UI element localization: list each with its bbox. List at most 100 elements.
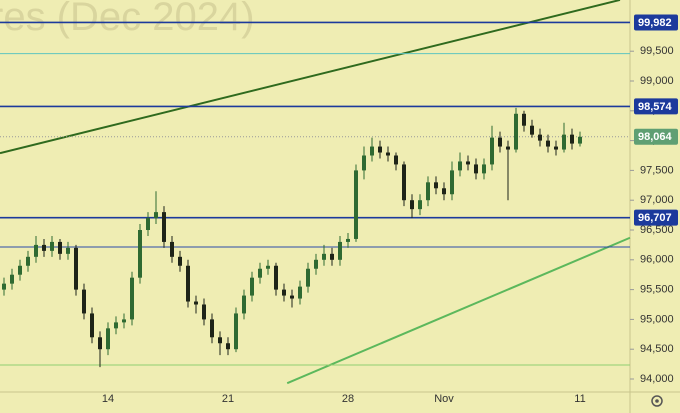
candle-body [274, 265, 278, 290]
candle-body [410, 200, 414, 210]
y-tick-label: 97,500 [640, 164, 674, 176]
candle-body [442, 188, 446, 195]
candle-body [162, 212, 166, 242]
candle-body [34, 244, 38, 257]
x-tick-label: 11 [574, 393, 585, 405]
x-tick-label: Nov [434, 393, 454, 405]
candle-body [194, 301, 198, 305]
candle-body [242, 295, 246, 314]
candle-body [562, 134, 566, 150]
candle-body [202, 304, 206, 320]
candle-body [290, 295, 294, 299]
candle-body [386, 152, 390, 156]
candle-body [402, 164, 406, 201]
y-tick-label: 94,000 [640, 373, 674, 385]
candle-body [434, 182, 438, 189]
candle-body [362, 155, 366, 171]
candle-body [506, 146, 510, 150]
candle-body [418, 200, 422, 210]
level-label: 98,064 [638, 131, 673, 143]
candle-body [138, 230, 142, 278]
candle-body [2, 283, 6, 290]
candle-body [50, 241, 54, 251]
candle-body [314, 259, 318, 269]
candle-body [458, 161, 462, 171]
x-tick-label: 28 [342, 393, 354, 405]
candle-body [106, 328, 110, 350]
candle-body [178, 256, 182, 266]
watermark: res (Dec 2024) [0, 0, 255, 39]
candle-body [570, 134, 574, 144]
candle-body [18, 265, 22, 275]
candle-body [258, 268, 262, 278]
level-label-box [634, 128, 678, 145]
candle-body [482, 164, 486, 174]
candle-body [146, 218, 150, 231]
candle-body [378, 146, 382, 153]
level-label-box [634, 14, 678, 31]
candle-body [298, 286, 302, 299]
candle-body [306, 268, 310, 287]
candle-body [226, 343, 230, 350]
level-label: 99,982 [638, 17, 672, 29]
candle-body [322, 253, 326, 260]
candle-body [538, 134, 542, 141]
candle-body [546, 140, 550, 147]
candle-body [330, 253, 334, 260]
candle-body [522, 113, 526, 126]
candle-body [490, 137, 494, 165]
trend-line [0, 0, 621, 155]
candle-body [82, 289, 86, 314]
candle-body [58, 241, 62, 254]
candle-body [170, 241, 174, 257]
candle-body [426, 182, 430, 201]
candle-body [266, 265, 270, 269]
candle-body [122, 319, 126, 323]
candle-body [450, 170, 454, 195]
candle-body [514, 113, 518, 150]
candle-body [42, 244, 46, 251]
candle-body [530, 125, 534, 135]
candle-body [218, 337, 222, 344]
candle-body [338, 241, 342, 260]
y-tick-label: 96,500 [640, 224, 674, 236]
trend-line [286, 236, 631, 385]
settings-icon[interactable] [651, 395, 663, 407]
candle-body [354, 170, 358, 239]
y-tick-label: 99,000 [640, 75, 674, 87]
candle-body [26, 256, 30, 266]
y-tick-label: 95,000 [640, 313, 674, 325]
candle-body [114, 322, 118, 329]
candle-body [554, 146, 558, 150]
candle-body [90, 313, 94, 338]
candle-body [74, 247, 78, 290]
candle-body [474, 164, 478, 174]
candle-body [370, 146, 374, 156]
candle-body [394, 155, 398, 165]
y-tick-label: 97,000 [640, 194, 674, 206]
candle-body [210, 319, 214, 338]
level-label: 96,707 [638, 212, 672, 224]
candle-body [186, 265, 190, 302]
candle-body [10, 274, 14, 284]
candle-body [234, 313, 238, 350]
y-tick-label: 96,000 [640, 254, 674, 266]
candle-body [466, 161, 470, 165]
candle-body [98, 337, 102, 350]
level-label: 98,574 [638, 101, 673, 113]
level-label-box [634, 98, 678, 115]
y-tick-label: 99,500 [640, 45, 674, 57]
x-tick-label: 21 [222, 393, 234, 405]
candle-body [130, 277, 134, 320]
x-tick-label: 14 [102, 393, 114, 405]
level-label-box [634, 209, 678, 226]
candle-body [578, 136, 582, 144]
y-tick-label: 94,500 [640, 343, 674, 355]
candle-body [282, 289, 286, 296]
candle-body [66, 247, 70, 254]
candle-body [346, 238, 350, 242]
candle-body [250, 277, 254, 296]
candle-body [154, 212, 158, 219]
